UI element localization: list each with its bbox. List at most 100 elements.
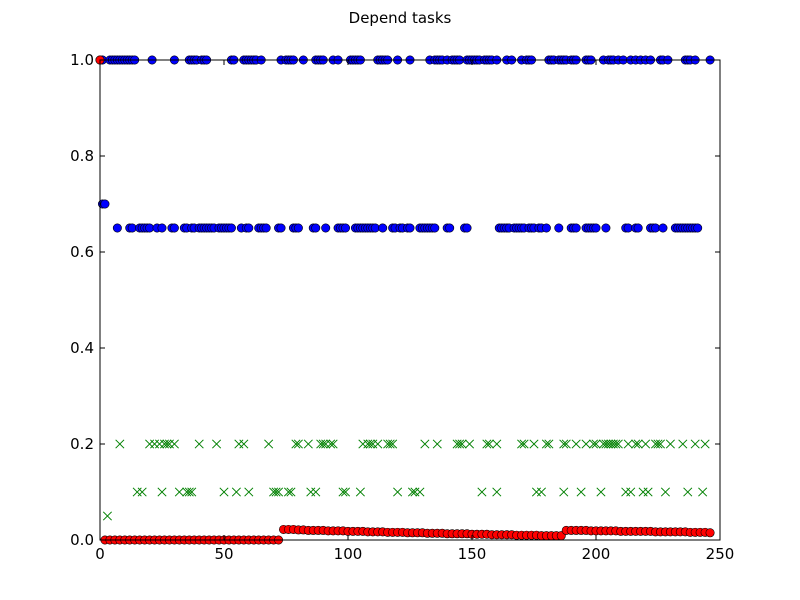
data-point [231, 487, 241, 497]
data-point [340, 487, 351, 497]
data-point [157, 487, 167, 497]
series-1 [102, 439, 710, 521]
data-point [271, 487, 281, 497]
data-point [244, 223, 254, 233]
data-point [613, 439, 623, 449]
data-point [388, 439, 398, 449]
data-point [623, 223, 633, 233]
data-point [678, 439, 688, 449]
axes-frame [99, 59, 721, 541]
data-point [544, 439, 554, 449]
data-point [112, 223, 122, 233]
data-point [571, 223, 581, 233]
data-point [462, 223, 472, 233]
data-point [276, 223, 286, 233]
data-point [492, 487, 502, 497]
data-point [293, 223, 303, 233]
data-point [291, 439, 301, 449]
data-point [611, 439, 621, 449]
data-point [430, 223, 440, 233]
data-point [492, 439, 502, 449]
data-point [576, 487, 586, 497]
y-tick-label: 1.0 [70, 51, 94, 69]
data-point [293, 439, 303, 449]
data-point [157, 223, 167, 233]
data-point [660, 487, 670, 497]
data-point [591, 439, 601, 449]
data-point [626, 487, 636, 497]
data-point [457, 439, 467, 449]
x-tick-label: 0 [95, 545, 105, 563]
data-point [370, 223, 380, 233]
data-point [561, 439, 571, 449]
data-point [633, 439, 643, 449]
data-point [341, 223, 351, 233]
data-point [700, 439, 710, 449]
data-point [184, 487, 194, 497]
data-point [665, 439, 675, 449]
y-tick-label: 0.8 [70, 147, 94, 165]
y-tick-label: 0.2 [70, 435, 94, 453]
data-point [633, 223, 643, 233]
data-point [244, 487, 254, 497]
data-point [541, 223, 551, 233]
data-point [212, 439, 222, 449]
data-point [596, 487, 606, 497]
data-point [311, 487, 321, 497]
data-point [559, 439, 569, 449]
y-tick-label: 0.6 [70, 243, 94, 261]
data-point [239, 439, 249, 449]
data-point [415, 487, 425, 497]
data-point [581, 439, 591, 449]
data-point [698, 487, 708, 497]
data-point [169, 439, 179, 449]
data-point [326, 439, 336, 449]
data-point [484, 439, 494, 449]
data-point [643, 487, 653, 497]
data-point [651, 223, 661, 233]
x-tick-label: 250 [706, 545, 735, 563]
data-point [100, 199, 110, 209]
axes [99, 59, 721, 541]
data-point [445, 223, 455, 233]
data-point [318, 439, 328, 449]
data-point [321, 223, 331, 233]
data-point [219, 487, 229, 497]
data-point [137, 487, 147, 497]
data-point [571, 439, 581, 449]
data-point [378, 223, 388, 233]
data-point [355, 487, 365, 497]
data-point [559, 487, 569, 497]
data-point [405, 223, 415, 233]
data-point [658, 223, 668, 233]
data-point [407, 487, 418, 497]
data-point [693, 223, 703, 233]
data-point [432, 439, 442, 449]
ticks: 0 50 100 150 200 250 0.0 0.2 0.4 0.6 0.8 1.0 [70, 51, 734, 563]
data-point [286, 487, 296, 497]
data-point [283, 487, 294, 497]
data-point [529, 439, 539, 449]
data-point [115, 439, 125, 449]
x-tick-label: 150 [458, 545, 487, 563]
data-point [631, 439, 641, 449]
data-point [187, 487, 197, 497]
data-point [174, 487, 184, 497]
data-point [690, 439, 700, 449]
data-point [373, 439, 383, 449]
data-point [338, 487, 348, 497]
chart-title: Depend tasks [349, 9, 452, 27]
data-point [385, 439, 395, 449]
x-tick-label: 200 [582, 545, 611, 563]
y-tick-label: 0.4 [70, 339, 94, 357]
data-point [519, 439, 529, 449]
data-point [517, 439, 527, 449]
data-point [102, 511, 112, 521]
data-point [683, 487, 693, 497]
data-point [477, 487, 487, 497]
data-point [226, 223, 236, 233]
data-point [655, 439, 666, 449]
data-point [588, 439, 599, 449]
data-point [194, 439, 204, 449]
